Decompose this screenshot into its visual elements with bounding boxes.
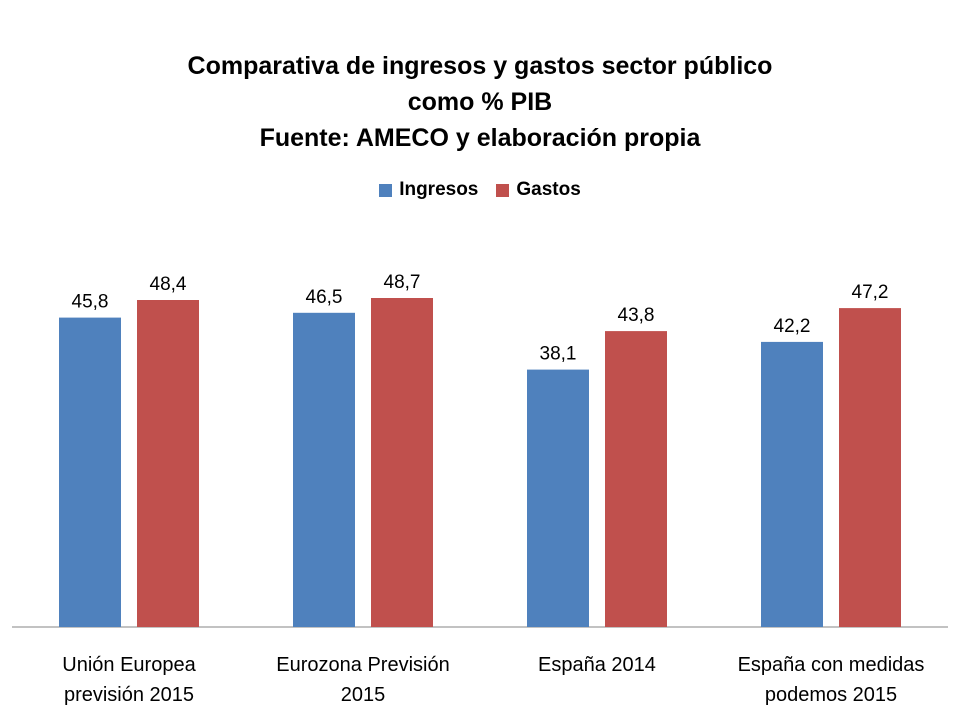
legend-item-gastos: Gastos [496,179,581,201]
bar-ingresos-3 [761,341,823,627]
category-label-3-line-0: España con medidas [738,654,925,676]
legend-item-ingresos: Ingresos [379,179,478,201]
bar-gastos-3 [839,308,901,627]
data-label-ingresos-2: 38,1 [540,344,577,365]
category-label-2-line-0: España 2014 [538,654,656,676]
data-label-ingresos-1: 46,5 [306,287,343,308]
chart-legend: Ingresos Gastos [0,179,960,201]
data-label-ingresos-3: 42,2 [774,316,811,337]
category-label-1-line-1: 2015 [341,684,386,706]
data-label-gastos-1: 48,7 [384,272,421,293]
data-label-gastos-3: 47,2 [852,282,889,303]
chart-title: Comparativa de ingresos y gastos sector … [0,48,960,156]
data-label-ingresos-0: 45,8 [72,292,109,313]
data-label-gastos-2: 43,8 [618,305,655,326]
legend-label-gastos: Gastos [516,179,581,200]
category-label-1-line-0: Eurozona Previsión [276,654,449,676]
legend-swatch-gastos [496,183,510,197]
legend-label-ingresos: Ingresos [399,179,479,200]
chart-title-line-2: como % PIB [407,88,553,116]
chart-title-line-1: Comparativa de ingresos y gastos sector … [187,52,773,80]
category-label-0-line-0: Unión Europea [62,654,196,676]
bar-gastos-0 [137,300,199,627]
data-label-gastos-0: 48,4 [150,274,187,295]
bar-ingresos-1 [293,312,355,627]
category-label-3-line-1: podemos 2015 [765,684,897,706]
bar-gastos-1 [371,298,433,627]
legend-swatch-ingresos [379,183,393,197]
bar-ingresos-2 [527,369,589,627]
category-label-0-line-1: previsión 2015 [64,684,194,706]
chart-title-line-3: Fuente: AMECO y elaboración propia [259,124,701,152]
bar-ingresos-0 [59,317,121,627]
bar-gastos-2 [605,331,667,627]
